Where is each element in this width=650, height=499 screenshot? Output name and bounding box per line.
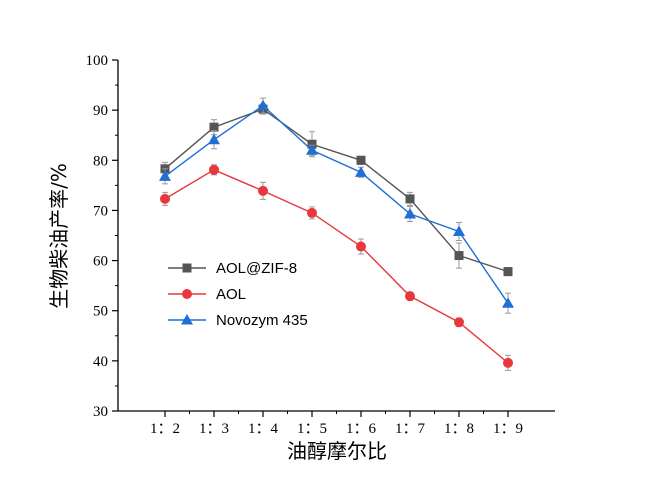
x-tick-label: 1：3 [199,421,229,437]
data-point-aol [209,164,219,175]
y-tick-label: 60 [93,254,108,270]
x-tick-label: 1：9 [493,421,523,437]
series-line-novozym-435 [164,104,509,304]
legend-marker-aol-zif-8 [182,263,192,273]
legend-label-aol: AOL [216,286,246,303]
data-point-aol-zif-8 [356,155,366,165]
y-tick-label: 100 [86,53,109,69]
data-point-novozym-435 [453,225,465,236]
data-point-novozym-435 [502,297,514,308]
legend-label-aol-zif-8: AOL@ZIF-8 [216,260,297,277]
data-point-novozym-435 [404,207,416,219]
x-tick-label: 1：4 [248,421,279,437]
y-tick-label: 80 [93,153,108,169]
y-tick-label: 90 [93,103,108,119]
data-point-aol-zif-8 [454,251,464,261]
x-tick-label: 1：2 [150,421,180,437]
x-tick-label: 1：6 [346,421,377,437]
x-tick-label: 1：5 [297,421,327,437]
series-line-aol-zif-8 [164,108,509,273]
y-tick-label: 30 [93,404,108,420]
data-point-aol [454,317,464,328]
y-tick-label: 50 [93,304,108,320]
x-tick-label: 1：7 [395,421,426,437]
data-point-aol-zif-8 [405,194,415,204]
series-line-aol [164,169,509,364]
data-point-aol [160,193,170,204]
data-point-novozym-435 [159,170,171,181]
y-tick-label: 40 [93,354,108,370]
legend-label-novozym-435: Novozym 435 [216,312,308,329]
x-tick-label: 1：8 [444,421,474,437]
data-point-aol [503,357,513,368]
data-point-aol [356,241,366,252]
data-point-aol [307,207,317,218]
y-axis-title: 生物柴油产率/% [47,163,71,309]
data-point-novozym-435 [208,133,220,145]
data-point-novozym-435 [355,166,367,177]
legend-marker-aol [182,289,192,299]
data-point-aol-zif-8 [503,267,513,277]
data-point-novozym-435 [306,144,318,155]
y-tick-label: 70 [93,203,108,219]
data-point-aol [258,185,268,196]
data-point-aol [405,291,415,302]
legend-marker-novozym-435 [181,314,193,325]
x-axis-title: 油醇摩尔比 [287,439,387,463]
data-point-aol-zif-8 [307,139,317,149]
data-point-novozym-435 [257,99,269,111]
data-point-aol-zif-8 [209,122,219,132]
